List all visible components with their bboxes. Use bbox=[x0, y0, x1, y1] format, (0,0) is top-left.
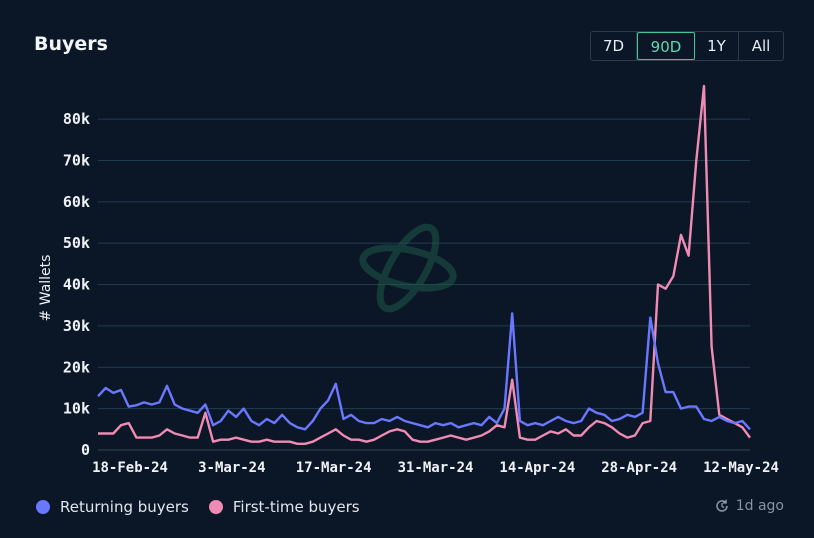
x-tick-label: 31-Mar-24 bbox=[398, 460, 474, 476]
chart-series bbox=[97, 84, 751, 445]
range-all-button[interactable]: All bbox=[751, 37, 771, 55]
x-tick-label: 28-Apr-24 bbox=[601, 460, 677, 476]
x-tick-label: 3-Mar-24 bbox=[198, 460, 265, 476]
series-line-first-time-buyers[interactable] bbox=[98, 84, 751, 445]
legend-item-first-time[interactable]: First-time buyers bbox=[208, 498, 360, 516]
x-tick-label: 14-Apr-24 bbox=[499, 460, 575, 476]
x-axis: 18-Feb-24 3-Mar-24 17-Mar-24 31-Mar-24 14-Ap… bbox=[92, 460, 779, 476]
y-tick-label: 40k bbox=[63, 276, 90, 294]
orbit-logo-icon bbox=[359, 223, 457, 313]
x-tick-label: 18-Feb-24 bbox=[92, 460, 168, 476]
y-tick-label: 0 bbox=[81, 441, 90, 459]
y-axis-label: # Wallets bbox=[38, 255, 54, 322]
y-tick-label: 70k bbox=[63, 151, 90, 169]
legend-item-returning[interactable]: Returning buyers bbox=[36, 498, 189, 516]
last-updated: 1d ago bbox=[714, 498, 784, 514]
x-tick-label: 12-May-24 bbox=[703, 460, 779, 476]
legend-dot-returning bbox=[36, 500, 50, 514]
legend-label-first-time: First-time buyers bbox=[232, 498, 360, 516]
legend-dot-first-time bbox=[208, 500, 223, 514]
refresh-clock-icon bbox=[715, 499, 728, 512]
y-axis: 0 10k 20k 30k 40k 50k 60k 70k 80k bbox=[63, 110, 90, 459]
chart-title: Buyers bbox=[34, 33, 108, 55]
y-tick-label: 60k bbox=[63, 193, 90, 211]
x-tick-label: 17-Mar-24 bbox=[296, 460, 372, 476]
last-updated-text: 1d ago bbox=[735, 498, 784, 514]
chart-legend: Returning buyers First-time buyers bbox=[36, 498, 380, 516]
range-1y-button[interactable]: 1Y bbox=[695, 32, 739, 60]
range-7d-button[interactable]: 7D bbox=[591, 32, 637, 60]
series-line-returning-buyers[interactable] bbox=[97, 312, 751, 431]
y-tick-label: 80k bbox=[63, 110, 90, 128]
y-tick-label: 30k bbox=[63, 317, 90, 335]
y-tick-label: 10k bbox=[63, 400, 90, 418]
y-tick-label: 20k bbox=[63, 358, 90, 376]
y-tick-label: 50k bbox=[63, 234, 90, 252]
legend-label-returning: Returning buyers bbox=[60, 498, 189, 516]
range-90d-button[interactable]: 90D bbox=[637, 32, 695, 60]
time-range-selector: 7D 90D 1Y All bbox=[590, 31, 784, 61]
